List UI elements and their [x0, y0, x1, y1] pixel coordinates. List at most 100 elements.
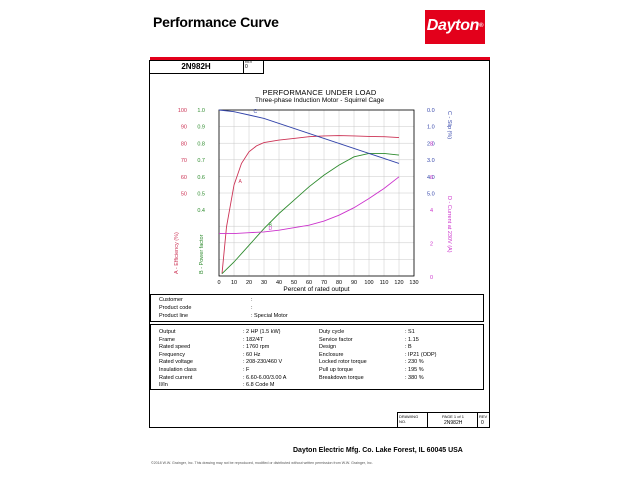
chart-grid [218, 109, 415, 277]
spec-label: Rated voltage [159, 359, 193, 366]
power-factor-tick-label: 1.0 [197, 108, 205, 114]
efficiency-tick-label: 60 [181, 175, 187, 181]
spec-label: Output [159, 329, 176, 335]
x-tick-label: 0 [217, 280, 220, 286]
spec-label: Locked rotor torque [319, 359, 367, 366]
x-tick-label: 30 [261, 280, 267, 286]
plot-border [218, 109, 415, 277]
power-factor-axis-label: B - Power factor [199, 234, 205, 274]
spec-value: : IP21 (ODP) [405, 351, 437, 358]
spec-label: Breakdown torque [319, 374, 364, 381]
dayton-logo: Dayton® [425, 10, 485, 44]
spec-label: Rated speed [159, 344, 191, 351]
power-factor-tick-label: 0.8 [197, 141, 205, 147]
x-tick-label: 70 [321, 280, 327, 286]
product-code-value: : [251, 305, 253, 311]
current-tick-label: 8 [430, 141, 433, 147]
spec-label: Service factor [319, 336, 353, 343]
spec-label: Enclosure [319, 351, 344, 358]
spec-label: Frequency [159, 351, 185, 358]
spec-label: Design [319, 344, 337, 351]
current-tick-label: 4 [430, 208, 433, 214]
power-factor-tick-label: 0.6 [197, 175, 205, 181]
page-title: Performance Curve [153, 14, 279, 30]
copyright-notice: ©2018 W.W. Grainger, Inc. This drawing m… [151, 461, 373, 465]
logo-text: Dayton [426, 17, 480, 34]
rev-box: REV 0 [244, 60, 264, 74]
power-factor-tick-label: 0.4 [197, 208, 205, 214]
x-tick-label: 90 [351, 280, 357, 286]
spec-label: Il/In [159, 382, 168, 389]
spec-value: : 230 % [405, 359, 424, 366]
series-line-b [221, 152, 400, 275]
efficiency-tick-label: 100 [178, 108, 187, 114]
page-cell: PAGE 1 of 1 2N982H [428, 413, 478, 427]
spec-value: : 182/4T [243, 336, 264, 343]
efficiency-tick-label: 90 [181, 125, 187, 131]
slip-tick-label: 5.0 [427, 192, 435, 198]
series-line-d [219, 176, 400, 235]
spec-value: : F [243, 367, 250, 373]
current-tick-label: 2 [430, 242, 433, 248]
spec-value: : 380 % [405, 374, 424, 381]
chart-subtitle: Three-phase Induction Motor - Squirrel C… [255, 97, 384, 104]
page-label: PAGE 1 of 1 [442, 414, 464, 419]
spec-value: : 195 % [405, 367, 424, 373]
slip-tick-label: 0.0 [427, 108, 435, 114]
part-number: 2N982H [149, 60, 244, 74]
spec-value: : 208-230/460 V [243, 359, 283, 366]
spec-value: : 60 Hz [243, 351, 261, 358]
slip-tick-label: 2.0 [427, 141, 435, 147]
x-tick-label: 120 [394, 280, 403, 286]
series-line-c [218, 109, 400, 164]
company-address: Dayton Electric Mfg. Co. Lake Forest, IL… [293, 447, 463, 454]
efficiency-tick-label: 70 [181, 158, 187, 164]
product-line-value: : Special Motor [251, 313, 288, 319]
rev-cell: REV 0 [478, 413, 489, 427]
logo-registered-mark: ® [479, 23, 484, 29]
drawing-number: 2N982H [444, 420, 463, 426]
slip-axis-label: C - Slip (%) [446, 111, 452, 139]
slip-tick-label: 1.0 [427, 125, 435, 131]
spec-value: : 1.15 [405, 336, 419, 343]
spec-value: : 2 HP (1.5 kW) [243, 329, 281, 335]
spec-value: : S1 [405, 329, 415, 335]
x-tick-label: 40 [276, 280, 282, 286]
spec-label: Pull up torque [319, 367, 353, 373]
drawing-info-block: DRAWING NO. PAGE 1 of 1 2N982H REV 0 [397, 412, 489, 428]
efficiency-axis-label: A - Efficiency (%) [174, 232, 180, 274]
efficiency-tick-label: 80 [181, 141, 187, 147]
document-frame [149, 60, 490, 428]
series-label-a: A [239, 179, 243, 185]
x-tick-label: 60 [306, 280, 312, 286]
spec-value: : 6.60-6.00/3.00 A [243, 374, 287, 381]
current-axis-label: D - Current at 230V (A) [446, 196, 452, 253]
customer-info-box: Customer : Product code : Product line :… [150, 294, 484, 322]
spec-value: : 1760 rpm [243, 344, 270, 351]
x-tick-label: 100 [364, 280, 373, 286]
customer-label: Customer [159, 297, 183, 303]
spec-label: Duty cycle [319, 329, 345, 335]
x-axis-label: Percent of rated output [283, 286, 349, 292]
series-line-a [221, 135, 400, 274]
x-tick-label: 50 [291, 280, 297, 286]
series-label-b: B [269, 223, 273, 229]
series-label-d: D [269, 226, 273, 232]
rev-cell-value: 0 [481, 420, 484, 426]
rev-label: REV [245, 60, 253, 64]
current-tick-label: 6 [430, 175, 433, 181]
spec-label: Rated current [159, 374, 193, 381]
power-factor-tick-label: 0.9 [197, 125, 205, 131]
header-rule [150, 57, 490, 60]
motor-specs-box: Output: 2 HP (1.5 kW) Frame: 182/4T Rated … [150, 324, 484, 390]
x-tick-label: 20 [246, 280, 252, 286]
x-tick-label: 110 [380, 280, 389, 286]
x-tick-label: 10 [231, 280, 237, 286]
customer-value: : [251, 297, 253, 303]
current-tick-label: 0 [430, 275, 433, 281]
chart-title: PERFORMANCE UNDER LOAD [262, 88, 377, 97]
rev-cell-label: REV [479, 414, 488, 419]
x-tick-label: 130 [409, 280, 418, 286]
efficiency-tick-label: 50 [181, 192, 187, 198]
